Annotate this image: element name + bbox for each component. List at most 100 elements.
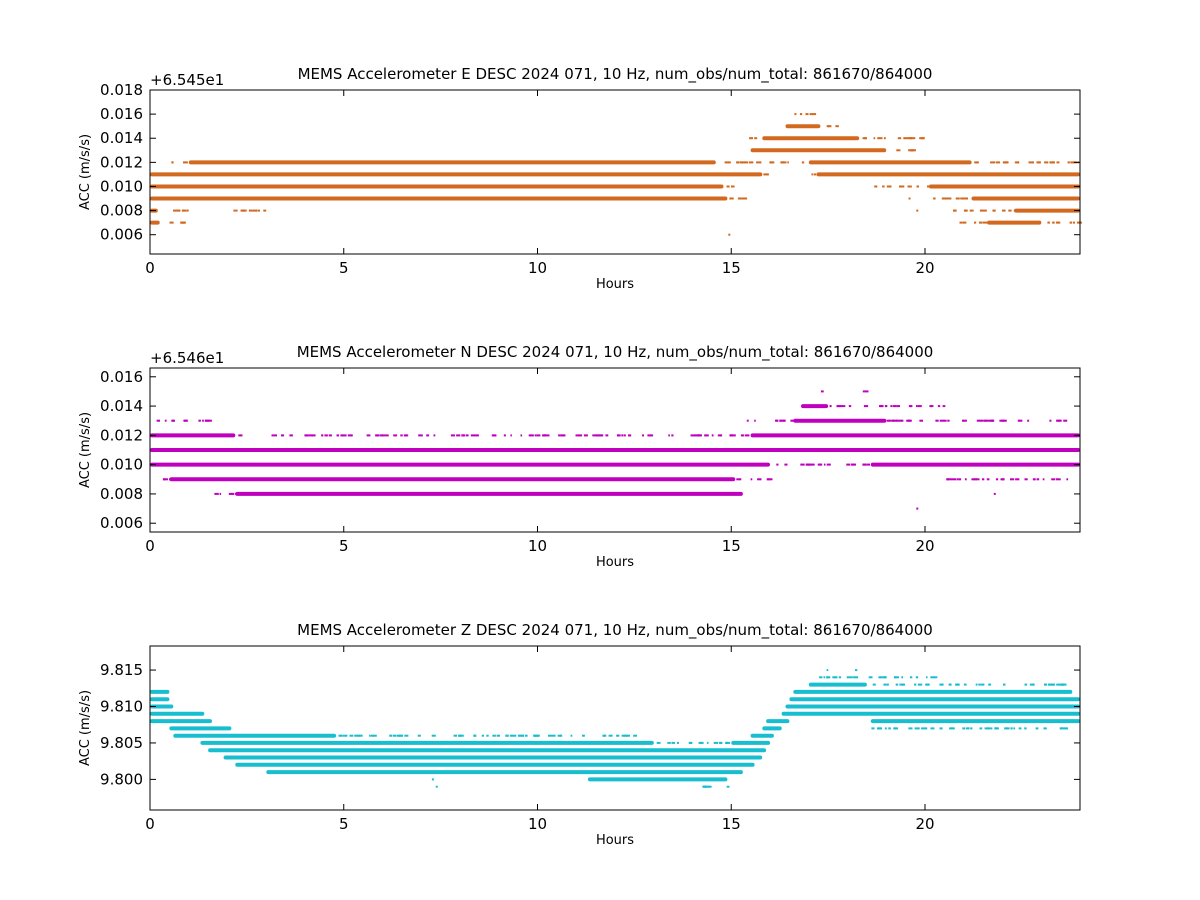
- data-band-z-9-2: [870, 719, 1081, 724]
- subplot-z-x-axis-label: Hours: [596, 833, 634, 848]
- data-point-e-3-1-6: [888, 185, 892, 188]
- data-point-n-5-2-36: [1027, 419, 1030, 422]
- data-point-e-2-0-1: [740, 197, 745, 200]
- data-band-z-13-0: [150, 689, 170, 694]
- data-point-e-1-0-5: [178, 209, 181, 212]
- data-point-n-4-0-51: [528, 434, 532, 437]
- data-point-n-5-2-4: [1059, 419, 1061, 422]
- data-point-z-15-0-16: [834, 676, 838, 679]
- data-point-e-5-2-10: [1056, 161, 1060, 164]
- y-tick-label-z-2: 9.810: [100, 697, 143, 715]
- data-point-z-8-0-30: [877, 727, 882, 730]
- data-point-n-1-2-20: [975, 478, 980, 481]
- data-point-n-5-2-0: [1063, 419, 1068, 422]
- data-point-n-2-0-8: [823, 463, 826, 466]
- data-point-n-1-0-3: [162, 478, 166, 481]
- data-point-e-3-1-5: [886, 185, 891, 188]
- data-band-n-1-0: [169, 477, 736, 482]
- data-point-e-6-0-3: [908, 149, 911, 152]
- data-point-e-2-0-4: [737, 197, 742, 200]
- data-point-n-5-0-10: [204, 419, 208, 422]
- data-point-z-15-0-23: [894, 676, 899, 679]
- data-point-n-2-0-15: [810, 463, 815, 466]
- data-point-z-6-0-12: [698, 741, 702, 744]
- data-point-n-4-0-68: [404, 434, 407, 437]
- data-point-n-5-2-14: [979, 419, 982, 422]
- data-point-z-15-0-12: [852, 676, 857, 679]
- data-band-z-6-0: [200, 740, 654, 745]
- data-point-n-1-2-17: [971, 478, 975, 481]
- data-point-e-1-2-10: [1013, 209, 1017, 212]
- data-point-z-14-0-37: [917, 683, 923, 686]
- data-point-n-0-0-4: [228, 492, 233, 495]
- x-tick-label-e-1: 5: [339, 259, 349, 277]
- data-point-z-7-0-46: [552, 734, 556, 737]
- subplot-n-marks: [150, 390, 1081, 510]
- data-point-n-5-2-33: [976, 419, 981, 422]
- data-point-n-1-0-0: [169, 478, 173, 481]
- data-point-n-4-0-58: [628, 434, 632, 437]
- data-point-z-8-0-16: [918, 727, 920, 730]
- data-point-n-5-0-0: [156, 419, 160, 422]
- data-band-e-0-1: [987, 220, 1042, 225]
- data-band-z-8-0: [169, 726, 232, 731]
- y-tick-label-e-3: 0.012: [100, 153, 143, 171]
- data-point-n-4-0-95: [621, 434, 623, 437]
- data-point-n-4-0-71: [240, 434, 243, 437]
- data-point-z-7-0-27: [602, 734, 605, 737]
- data-point-n-4-0-22: [534, 434, 537, 437]
- data-band-e-3-0: [150, 184, 724, 189]
- data-point-e-0-2-2: [1076, 221, 1081, 224]
- data-point-e-7-1-12: [920, 137, 925, 140]
- data-point-n-5-2-12: [963, 419, 967, 422]
- subplot-e-x-axis-label: Hours: [596, 277, 634, 292]
- subplot-e-axes-frame: [149, 89, 1081, 255]
- data-point-n-2-0-16: [867, 463, 870, 466]
- x-tick-label-n-2: 10: [528, 537, 547, 555]
- data-point-n-2-0-19: [862, 463, 867, 466]
- data-point-z-14-0-35: [1032, 683, 1035, 686]
- data-point-z-8-0-17: [1065, 727, 1069, 730]
- data-point-n-2-0-4: [800, 463, 803, 466]
- data-point-e-0-2-0: [1069, 221, 1073, 224]
- data-point-z-7-0-22: [518, 734, 520, 737]
- data-point-z-7-0-55: [338, 734, 342, 737]
- data-point-z-15-0-9: [909, 676, 913, 679]
- data-point-e-5-1-16: [769, 161, 772, 164]
- data-point-e-5-2-7: [990, 161, 995, 164]
- data-point-n-5-2-5: [886, 419, 890, 422]
- data-point-n-1-1-1: [736, 478, 740, 481]
- data-point-n-4-0-64: [542, 434, 546, 437]
- data-point-e-1-1-9: [248, 209, 253, 212]
- data-point-n-2-0-12: [784, 463, 788, 466]
- x-tick-label-e-3: 15: [722, 259, 741, 277]
- data-point-e-5-1-18: [770, 161, 774, 164]
- data-point-z-0-0-2: [705, 785, 710, 788]
- data-point-n-1-2-6: [964, 478, 967, 481]
- data-point-e-0-0-4: [181, 221, 186, 224]
- data-point-z-8-0-10: [1043, 727, 1047, 730]
- data-point-e-6-0-1: [896, 149, 901, 152]
- data-point-e-1-2-1: [979, 209, 983, 212]
- data-point-n-6-0-18: [863, 405, 869, 408]
- data-point-n-6-0-20: [879, 405, 883, 408]
- data-point-n-4-0-101: [711, 434, 714, 437]
- data-point-z-7-0-2: [518, 734, 522, 737]
- data-point-n-5-2-3: [1018, 419, 1023, 422]
- data-point-z-7-0-10: [417, 734, 421, 737]
- data-point-e-5-2-15: [1070, 161, 1074, 164]
- data-point-n-1-2-0: [1051, 478, 1055, 481]
- data-point-n-4-0-78: [729, 434, 732, 437]
- data-point-z-16-1-0: [855, 669, 858, 672]
- data-point-e-3-1-4: [908, 185, 912, 188]
- data-point-z-7-0-54: [344, 734, 348, 737]
- data-point-n-1-1-3: [769, 478, 773, 481]
- data-point-n-4-0-16: [616, 434, 619, 437]
- data-point-e-9-0-1: [809, 113, 814, 116]
- data-point-z-8-0-36: [1024, 727, 1027, 730]
- data-point-n-4-0-34: [536, 434, 541, 437]
- data-point-n-5-2-23: [990, 419, 994, 422]
- data-point-e-0-1-3: [962, 221, 967, 224]
- data-point-e-2-1-7: [944, 197, 947, 200]
- data-point-z-8-0-25: [965, 727, 970, 730]
